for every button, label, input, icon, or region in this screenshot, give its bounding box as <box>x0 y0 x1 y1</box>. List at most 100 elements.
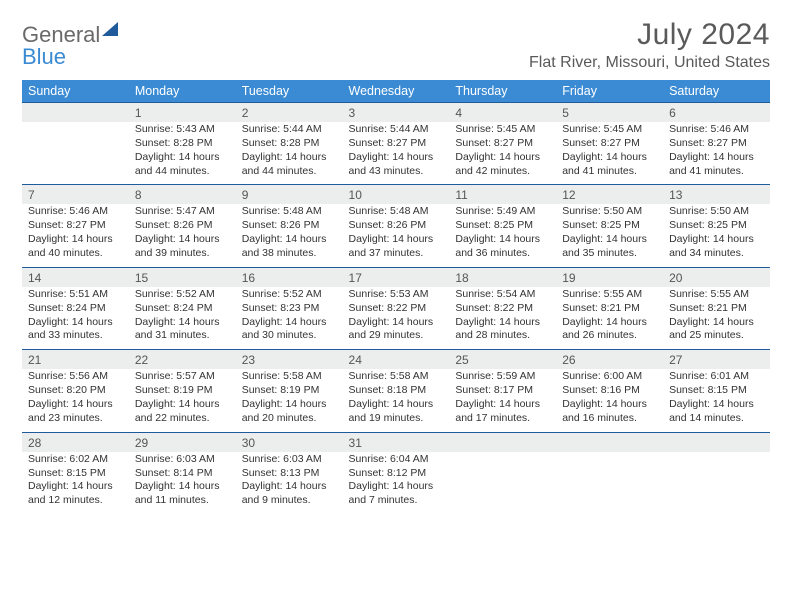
sunset-text: Sunset: 8:25 PM <box>562 219 657 233</box>
sunset-text: Sunset: 8:25 PM <box>455 219 550 233</box>
sunrise-text: Sunrise: 5:50 AM <box>669 205 764 219</box>
daylight-line-1: Daylight: 14 hours <box>349 151 444 165</box>
day-number-bar <box>449 433 556 452</box>
calendar-week-row: 21Sunrise: 5:56 AMSunset: 8:20 PMDayligh… <box>22 350 770 432</box>
day-number-bar: 21 <box>22 350 129 369</box>
weekday-header: Sunday <box>22 80 129 103</box>
day-number: 16 <box>236 268 343 287</box>
day-number: 10 <box>343 185 450 204</box>
sunrise-text: Sunrise: 5:58 AM <box>242 370 337 384</box>
sunset-text: Sunset: 8:21 PM <box>562 302 657 316</box>
day-body: Sunrise: 5:45 AMSunset: 8:27 PMDaylight:… <box>449 122 556 184</box>
calendar-page: General Blue July 2024 Flat River, Misso… <box>0 0 792 524</box>
sunrise-text: Sunrise: 5:48 AM <box>242 205 337 219</box>
day-body: Sunrise: 5:46 AMSunset: 8:27 PMDaylight:… <box>663 122 770 184</box>
sunrise-text: Sunrise: 6:02 AM <box>28 453 123 467</box>
daylight-line-2: and 25 minutes. <box>669 329 764 343</box>
day-body: Sunrise: 5:50 AMSunset: 8:25 PMDaylight:… <box>556 204 663 266</box>
day-number: 20 <box>663 268 770 287</box>
daylight-line-2: and 26 minutes. <box>562 329 657 343</box>
sunrise-text: Sunrise: 6:00 AM <box>562 370 657 384</box>
day-number-bar: 16 <box>236 268 343 287</box>
sunset-text: Sunset: 8:27 PM <box>562 137 657 151</box>
daylight-line-2: and 41 minutes. <box>669 165 764 179</box>
sunrise-text: Sunrise: 5:47 AM <box>135 205 230 219</box>
calendar-day-cell: 17Sunrise: 5:53 AMSunset: 8:22 PMDayligh… <box>343 267 450 349</box>
calendar-day-cell: 16Sunrise: 5:52 AMSunset: 8:23 PMDayligh… <box>236 267 343 349</box>
calendar-day-cell: 29Sunrise: 6:03 AMSunset: 8:14 PMDayligh… <box>129 432 236 514</box>
day-number-bar: 10 <box>343 185 450 204</box>
day-number: 8 <box>129 185 236 204</box>
page-header: General Blue July 2024 Flat River, Misso… <box>22 18 770 72</box>
daylight-line-2: and 43 minutes. <box>349 165 444 179</box>
calendar-day-cell: 3Sunrise: 5:44 AMSunset: 8:27 PMDaylight… <box>343 103 450 185</box>
day-number-bar: 7 <box>22 185 129 204</box>
logo-word-2: Blue <box>22 44 66 69</box>
day-body: Sunrise: 5:50 AMSunset: 8:25 PMDaylight:… <box>663 204 770 266</box>
day-number-bar: 9 <box>236 185 343 204</box>
sunset-text: Sunset: 8:27 PM <box>28 219 123 233</box>
daylight-line-2: and 14 minutes. <box>669 412 764 426</box>
day-body: Sunrise: 5:58 AMSunset: 8:19 PMDaylight:… <box>236 369 343 431</box>
calendar-day-cell: 28Sunrise: 6:02 AMSunset: 8:15 PMDayligh… <box>22 432 129 514</box>
daylight-line-2: and 42 minutes. <box>455 165 550 179</box>
day-number-bar: 17 <box>343 268 450 287</box>
sunset-text: Sunset: 8:27 PM <box>349 137 444 151</box>
day-body-empty <box>449 452 556 514</box>
calendar-day-cell: 15Sunrise: 5:52 AMSunset: 8:24 PMDayligh… <box>129 267 236 349</box>
calendar-day-cell: 10Sunrise: 5:48 AMSunset: 8:26 PMDayligh… <box>343 185 450 267</box>
calendar-day-cell: 18Sunrise: 5:54 AMSunset: 8:22 PMDayligh… <box>449 267 556 349</box>
daylight-line-1: Daylight: 14 hours <box>562 151 657 165</box>
day-number-bar: 5 <box>556 103 663 122</box>
daylight-line-1: Daylight: 14 hours <box>669 316 764 330</box>
calendar-day-cell: 30Sunrise: 6:03 AMSunset: 8:13 PMDayligh… <box>236 432 343 514</box>
calendar-week-row: 28Sunrise: 6:02 AMSunset: 8:15 PMDayligh… <box>22 432 770 514</box>
sunset-text: Sunset: 8:17 PM <box>455 384 550 398</box>
day-number: 4 <box>449 103 556 122</box>
sunrise-text: Sunrise: 5:45 AM <box>455 123 550 137</box>
calendar-day-cell: 1Sunrise: 5:43 AMSunset: 8:28 PMDaylight… <box>129 103 236 185</box>
calendar-week-row: 7Sunrise: 5:46 AMSunset: 8:27 PMDaylight… <box>22 185 770 267</box>
sunrise-text: Sunrise: 5:53 AM <box>349 288 444 302</box>
day-body: Sunrise: 5:48 AMSunset: 8:26 PMDaylight:… <box>343 204 450 266</box>
daylight-line-1: Daylight: 14 hours <box>135 151 230 165</box>
day-number-bar <box>663 433 770 452</box>
day-body-empty <box>663 452 770 514</box>
day-body: Sunrise: 5:54 AMSunset: 8:22 PMDaylight:… <box>449 287 556 349</box>
sunrise-text: Sunrise: 5:54 AM <box>455 288 550 302</box>
sunrise-text: Sunrise: 5:44 AM <box>242 123 337 137</box>
sunset-text: Sunset: 8:20 PM <box>28 384 123 398</box>
weekday-header: Saturday <box>663 80 770 103</box>
day-body: Sunrise: 5:55 AMSunset: 8:21 PMDaylight:… <box>556 287 663 349</box>
calendar-day-cell: 6Sunrise: 5:46 AMSunset: 8:27 PMDaylight… <box>663 103 770 185</box>
day-number-bar: 4 <box>449 103 556 122</box>
day-number: 11 <box>449 185 556 204</box>
title-block: July 2024 Flat River, Missouri, United S… <box>529 18 770 72</box>
sunset-text: Sunset: 8:12 PM <box>349 467 444 481</box>
day-body: Sunrise: 5:52 AMSunset: 8:24 PMDaylight:… <box>129 287 236 349</box>
day-body: Sunrise: 5:44 AMSunset: 8:27 PMDaylight:… <box>343 122 450 184</box>
day-number: 5 <box>556 103 663 122</box>
day-number-bar: 15 <box>129 268 236 287</box>
day-number-bar: 25 <box>449 350 556 369</box>
day-number: 15 <box>129 268 236 287</box>
daylight-line-2: and 40 minutes. <box>28 247 123 261</box>
daylight-line-1: Daylight: 14 hours <box>349 233 444 247</box>
daylight-line-2: and 19 minutes. <box>349 412 444 426</box>
daylight-line-1: Daylight: 14 hours <box>242 151 337 165</box>
daylight-line-1: Daylight: 14 hours <box>242 480 337 494</box>
weekday-header: Wednesday <box>343 80 450 103</box>
day-number: 1 <box>129 103 236 122</box>
calendar-day-cell <box>663 432 770 514</box>
daylight-line-2: and 31 minutes. <box>135 329 230 343</box>
day-body: Sunrise: 5:49 AMSunset: 8:25 PMDaylight:… <box>449 204 556 266</box>
day-body: Sunrise: 5:47 AMSunset: 8:26 PMDaylight:… <box>129 204 236 266</box>
sunset-text: Sunset: 8:27 PM <box>455 137 550 151</box>
sunrise-text: Sunrise: 5:51 AM <box>28 288 123 302</box>
daylight-line-2: and 22 minutes. <box>135 412 230 426</box>
day-number: 21 <box>22 350 129 369</box>
sunrise-text: Sunrise: 6:03 AM <box>242 453 337 467</box>
day-number-bar: 20 <box>663 268 770 287</box>
daylight-line-1: Daylight: 14 hours <box>135 233 230 247</box>
day-number-bar: 31 <box>343 433 450 452</box>
